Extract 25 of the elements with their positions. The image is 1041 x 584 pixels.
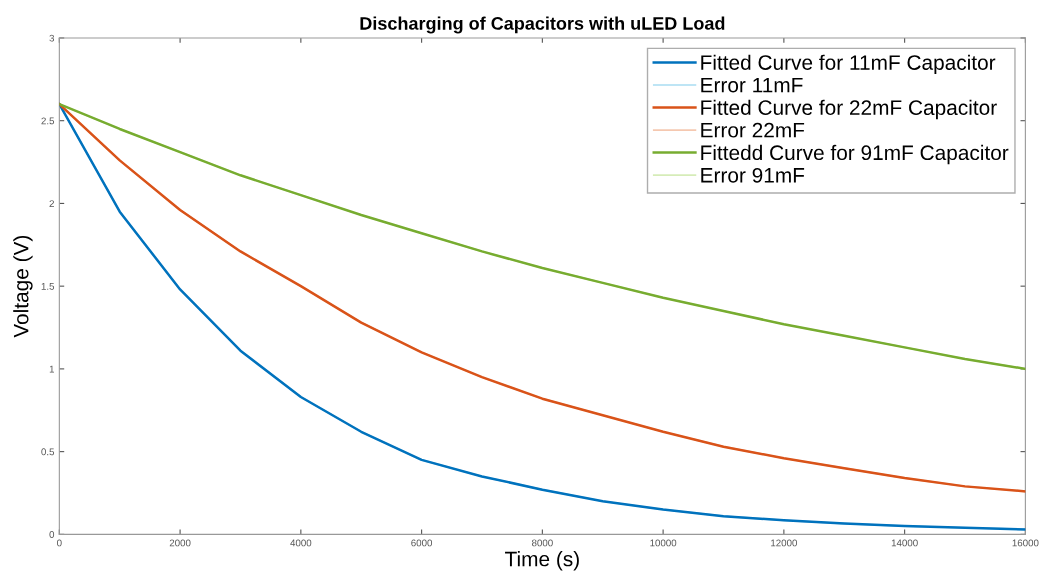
legend-label: Fitted Curve for 11mF Capacitor (701, 54, 996, 75)
y-tick-label: 3 (49, 34, 55, 42)
x-tick-label: 0 (57, 539, 62, 547)
x-tick-label: 4000 (290, 539, 312, 547)
y-tick-label: 2 (49, 200, 54, 207)
x-tick-label: 2000 (169, 539, 191, 547)
x-tick-label: 12000 (771, 539, 798, 547)
x-tick-label: 8000 (531, 539, 553, 547)
x-tick-label: 6000 (411, 539, 433, 547)
y-tick-label: 0.5 (41, 448, 55, 456)
y-tick-label: 2.5 (41, 117, 55, 125)
x-tick-label: 14000 (891, 539, 918, 547)
x-axis-title: Time (s) (505, 551, 579, 571)
chart-title: Discharging of Capacitors with uLED Load (360, 16, 725, 34)
y-tick-label: 0 (49, 531, 55, 538)
y-tick-label: 1 (49, 365, 54, 373)
legend-label: Fittedd Curve for 91mF Capacitor (701, 144, 1009, 165)
legend-label: Error 91mF (701, 167, 805, 183)
legend-label: Error 11mF (701, 77, 803, 93)
y-tick-label: 1.5 (41, 282, 55, 290)
legend-label: Error 22mF (701, 122, 805, 138)
y-axis-title: Voltage (V) (13, 235, 33, 338)
legend-label: Fitted Curve for 22mF Capacitor (701, 99, 997, 120)
x-tick-label: 10000 (650, 539, 677, 547)
x-tick-label: 16000 (1012, 539, 1039, 547)
